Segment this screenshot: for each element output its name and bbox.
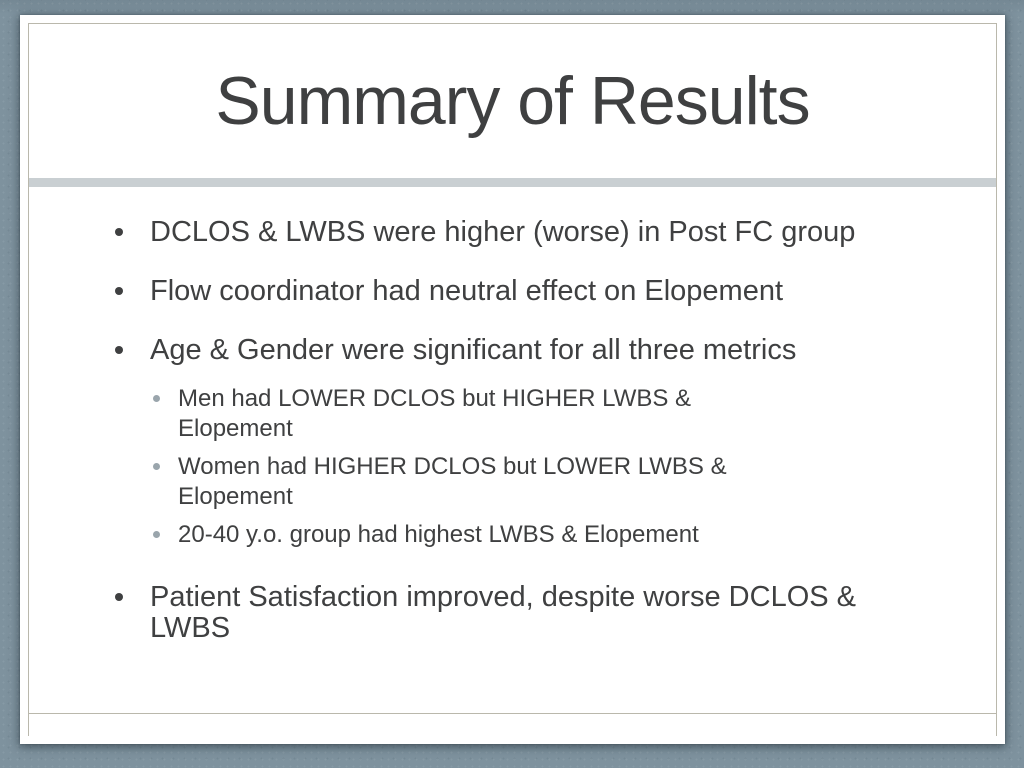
bullet-line: LWBS [150,612,231,644]
bullet-dot-icon [115,287,123,295]
slide-title: Summary of Results [215,63,810,139]
sub-bullet-dot-icon [153,531,160,538]
bullet-line: DCLOS & LWBS were higher (worse) in Post… [150,216,856,248]
bullet-line: Patient Satisfaction improved, despite w… [150,581,856,613]
bullet-line: Elopement [178,483,293,510]
title-divider [29,178,996,187]
slide: Summary of Results DCLOS & LWBS were hig… [20,15,1005,744]
bullet-dot-icon [115,228,123,236]
bullet-dot-icon [115,346,123,354]
bullet-item: Patient Satisfaction improved, despite w… [115,582,985,644]
bullet-item: DCLOS & LWBS were higher (worse) in Post… [115,217,985,248]
bullet-line: Elopement [178,415,293,442]
footer-strip [29,714,996,736]
bullet-line: Women had HIGHER DCLOS but LOWER LWBS & [178,453,727,480]
bullet-line: Men had LOWER DCLOS but HIGHER LWBS & [178,385,692,412]
slide-title-area: Summary of Results [29,24,996,178]
bullet-line: 20-40 y.o. group had highest LWBS & Elop… [178,521,699,548]
footer-divider [29,713,996,714]
sub-bullet-dot-icon [153,463,160,470]
bullet-item: Flow coordinator had neutral effect on E… [115,276,985,307]
sub-bullet-item: 20-40 y.o. group had highest LWBS & Elop… [153,520,985,550]
sub-bullet-item: Women had HIGHER DCLOS but LOWER LWBS & … [153,452,985,512]
bullet-dot-icon [115,593,123,601]
slide-body: DCLOS & LWBS were higher (worse) in Post… [20,187,985,698]
bullet-line: Age & Gender were significant for all th… [150,334,797,366]
bullet-item: Age & Gender were significant for all th… [115,335,985,366]
bullet-line: Flow coordinator had neutral effect on E… [150,275,784,307]
sub-bullet-item: Men had LOWER DCLOS but HIGHER LWBS & El… [153,384,985,444]
sub-bullet-dot-icon [153,395,160,402]
